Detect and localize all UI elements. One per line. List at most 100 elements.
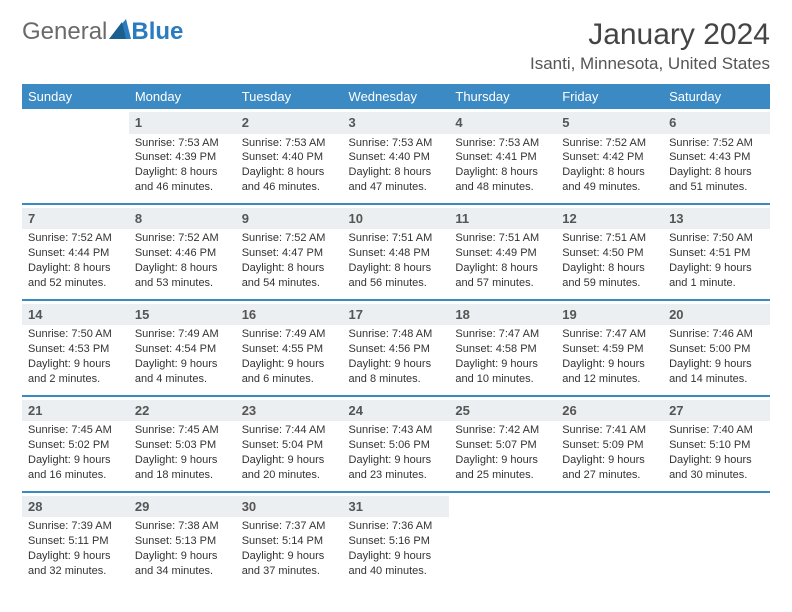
day-number: 20 [663,304,770,326]
day-cell: 1Sunrise: 7:53 AMSunset: 4:39 PMDaylight… [129,109,236,204]
day-number: 10 [343,208,450,230]
day-cell: 22Sunrise: 7:45 AMSunset: 5:03 PMDayligh… [129,396,236,492]
daylight-text-1: Daylight: 9 hours [349,549,444,564]
daylight-text-2: and 8 minutes. [349,372,444,387]
sunset-text: Sunset: 5:14 PM [242,534,337,549]
day-number: 27 [663,400,770,422]
daylight-text-2: and 46 minutes. [242,180,337,195]
day-header: Wednesday [343,84,450,109]
day-cell: 31Sunrise: 7:36 AMSunset: 5:16 PMDayligh… [343,492,450,587]
day-cell: 13Sunrise: 7:50 AMSunset: 4:51 PMDayligh… [663,204,770,300]
day-cell: 12Sunrise: 7:51 AMSunset: 4:50 PMDayligh… [556,204,663,300]
sunset-text: Sunset: 4:41 PM [455,150,550,165]
week-row: 21Sunrise: 7:45 AMSunset: 5:02 PMDayligh… [22,396,770,492]
day-cell: 11Sunrise: 7:51 AMSunset: 4:49 PMDayligh… [449,204,556,300]
daylight-text-2: and 23 minutes. [349,468,444,483]
day-number: 2 [236,112,343,134]
day-cell: 14Sunrise: 7:50 AMSunset: 4:53 PMDayligh… [22,300,129,396]
sunrise-text: Sunrise: 7:46 AM [669,327,764,342]
sunset-text: Sunset: 4:40 PM [242,150,337,165]
week-row: 7Sunrise: 7:52 AMSunset: 4:44 PMDaylight… [22,204,770,300]
day-number: 5 [556,112,663,134]
daylight-text-2: and 2 minutes. [28,372,123,387]
daylight-text-1: Daylight: 8 hours [28,261,123,276]
sunrise-text: Sunrise: 7:50 AM [28,327,123,342]
day-cell: 20Sunrise: 7:46 AMSunset: 5:00 PMDayligh… [663,300,770,396]
title-block: January 2024 Isanti, Minnesota, United S… [530,18,770,74]
day-header: Thursday [449,84,556,109]
week-row: 14Sunrise: 7:50 AMSunset: 4:53 PMDayligh… [22,300,770,396]
day-cell: 9Sunrise: 7:52 AMSunset: 4:47 PMDaylight… [236,204,343,300]
daylight-text-1: Daylight: 8 hours [455,165,550,180]
daylight-text-2: and 52 minutes. [28,276,123,291]
day-cell: 7Sunrise: 7:52 AMSunset: 4:44 PMDaylight… [22,204,129,300]
day-header-row: Sunday Monday Tuesday Wednesday Thursday… [22,84,770,109]
daylight-text-2: and 51 minutes. [669,180,764,195]
daylight-text-2: and 49 minutes. [562,180,657,195]
daylight-text-1: Daylight: 9 hours [242,549,337,564]
daylight-text-1: Daylight: 8 hours [562,165,657,180]
brand-part2: Blue [131,18,183,46]
day-number: 30 [236,496,343,518]
sail-icon [109,19,131,39]
day-number: 21 [22,400,129,422]
day-number: 3 [343,112,450,134]
daylight-text-1: Daylight: 9 hours [562,453,657,468]
sunrise-text: Sunrise: 7:44 AM [242,423,337,438]
day-cell: 10Sunrise: 7:51 AMSunset: 4:48 PMDayligh… [343,204,450,300]
daylight-text-1: Daylight: 8 hours [455,261,550,276]
daylight-text-2: and 10 minutes. [455,372,550,387]
daylight-text-1: Daylight: 9 hours [242,453,337,468]
month-title: January 2024 [530,18,770,52]
daylight-text-1: Daylight: 8 hours [349,165,444,180]
day-number: 23 [236,400,343,422]
day-cell: 23Sunrise: 7:44 AMSunset: 5:04 PMDayligh… [236,396,343,492]
daylight-text-2: and 47 minutes. [349,180,444,195]
sunset-text: Sunset: 4:47 PM [242,246,337,261]
sunset-text: Sunset: 4:55 PM [242,342,337,357]
day-cell: 4Sunrise: 7:53 AMSunset: 4:41 PMDaylight… [449,109,556,204]
day-number: 13 [663,208,770,230]
sunrise-text: Sunrise: 7:53 AM [135,136,230,151]
day-cell: 26Sunrise: 7:41 AMSunset: 5:09 PMDayligh… [556,396,663,492]
daylight-text-1: Daylight: 9 hours [135,549,230,564]
sunrise-text: Sunrise: 7:43 AM [349,423,444,438]
sunset-text: Sunset: 5:03 PM [135,438,230,453]
day-number: 17 [343,304,450,326]
page-header: General Blue January 2024 Isanti, Minnes… [22,18,770,74]
daylight-text-2: and 32 minutes. [28,564,123,579]
day-number: 15 [129,304,236,326]
sunrise-text: Sunrise: 7:49 AM [135,327,230,342]
sunset-text: Sunset: 5:06 PM [349,438,444,453]
daylight-text-1: Daylight: 9 hours [28,549,123,564]
daylight-text-2: and 18 minutes. [135,468,230,483]
sunset-text: Sunset: 4:49 PM [455,246,550,261]
daylight-text-2: and 1 minute. [669,276,764,291]
daylight-text-1: Daylight: 9 hours [669,357,764,372]
daylight-text-2: and 46 minutes. [135,180,230,195]
daylight-text-2: and 12 minutes. [562,372,657,387]
daylight-text-1: Daylight: 9 hours [562,357,657,372]
day-cell [663,492,770,587]
day-cell: 25Sunrise: 7:42 AMSunset: 5:07 PMDayligh… [449,396,556,492]
day-number: 11 [449,208,556,230]
sunrise-text: Sunrise: 7:47 AM [455,327,550,342]
sunset-text: Sunset: 4:58 PM [455,342,550,357]
sunrise-text: Sunrise: 7:51 AM [349,231,444,246]
sunrise-text: Sunrise: 7:53 AM [242,136,337,151]
daylight-text-1: Daylight: 8 hours [135,261,230,276]
daylight-text-2: and 57 minutes. [455,276,550,291]
daylight-text-2: and 56 minutes. [349,276,444,291]
day-header: Sunday [22,84,129,109]
sunset-text: Sunset: 5:16 PM [349,534,444,549]
daylight-text-1: Daylight: 8 hours [242,165,337,180]
daylight-text-2: and 30 minutes. [669,468,764,483]
sunset-text: Sunset: 4:43 PM [669,150,764,165]
daylight-text-2: and 34 minutes. [135,564,230,579]
daylight-text-1: Daylight: 8 hours [349,261,444,276]
day-number: 16 [236,304,343,326]
day-header: Tuesday [236,84,343,109]
sunrise-text: Sunrise: 7:52 AM [242,231,337,246]
daylight-text-2: and 20 minutes. [242,468,337,483]
day-number: 4 [449,112,556,134]
